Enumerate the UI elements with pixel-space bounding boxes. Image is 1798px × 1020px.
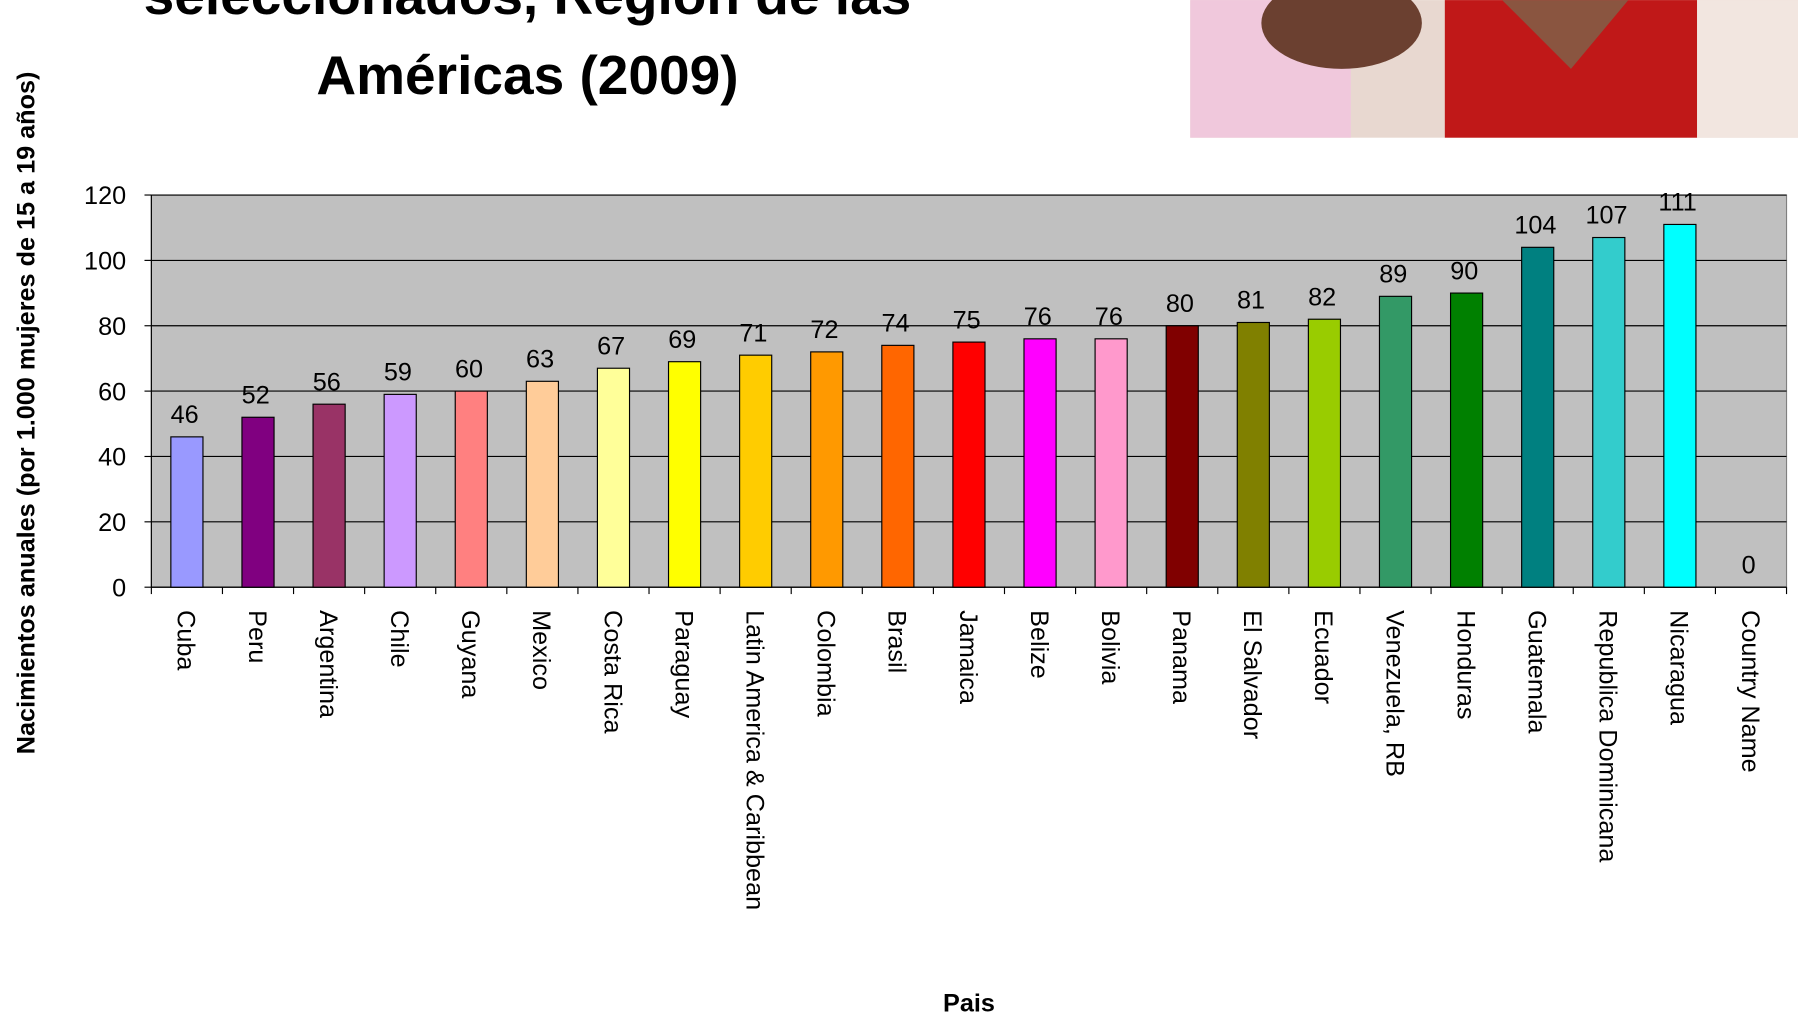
data-label: 74: [882, 310, 910, 338]
data-label: 90: [1450, 257, 1478, 285]
bar: [952, 341, 986, 588]
chart-title: seleccionados, Región de las: [144, 0, 912, 26]
data-label: 81: [1237, 287, 1265, 315]
data-label: 67: [597, 332, 625, 360]
y-tick-label: 120: [84, 182, 126, 210]
y-tick-label: 0: [112, 574, 126, 602]
bar: [1236, 321, 1270, 588]
data-label: 76: [1024, 303, 1052, 331]
y-tick-label: 20: [98, 509, 126, 537]
x-tick-label: Bolivia: [1096, 610, 1124, 685]
bar: [1663, 223, 1697, 588]
y-tick-label: 80: [98, 313, 126, 341]
x-tick-label: Panama: [1167, 610, 1195, 705]
bar: [739, 354, 773, 588]
bar: [1307, 318, 1342, 588]
x-tick-label: Honduras: [1451, 610, 1479, 719]
data-label: 56: [313, 368, 341, 396]
data-label: 60: [455, 355, 483, 383]
x-tick-label: Latin America & Caribbean: [740, 610, 768, 910]
bar: [1592, 236, 1626, 588]
bar: [1094, 338, 1128, 588]
x-tick-label: Paraguay: [669, 610, 697, 718]
x-tick-label: Brasil: [883, 610, 911, 673]
bar: [810, 351, 844, 588]
data-label: 107: [1585, 202, 1627, 230]
x-tick-label: Chile: [385, 610, 413, 667]
x-axis-label: Pais: [943, 989, 995, 1015]
data-label: 111: [1658, 189, 1696, 217]
x-tick-label: Colombia: [812, 610, 840, 718]
x-tick-label: Country Name: [1736, 610, 1764, 773]
data-label: 89: [1379, 261, 1407, 289]
y-tick-label: 40: [98, 444, 126, 472]
x-tick-label: Jamaica: [954, 610, 982, 705]
bar: [170, 436, 204, 588]
x-tick-label: Republica Dominicana: [1594, 610, 1622, 863]
data-label: 46: [171, 401, 199, 429]
bar: [1521, 246, 1555, 588]
bar: [596, 367, 631, 588]
x-tick-label: Guyana: [456, 610, 484, 699]
data-label: 80: [1166, 290, 1194, 318]
x-tick-label: Guatemala: [1523, 610, 1551, 734]
photo: [1190, 0, 1798, 138]
data-label: 82: [1308, 283, 1336, 311]
x-tick-label: Mexico: [527, 610, 555, 690]
y-axis-label: Nacimientos anuales (por 1.000 mujeres d…: [12, 72, 40, 755]
y-tick-label: 100: [84, 248, 126, 276]
data-label: 59: [384, 359, 412, 387]
bar: [241, 416, 275, 588]
bar: [1378, 295, 1413, 588]
x-tick-label: Venezuela, RB: [1380, 610, 1408, 777]
bar: [667, 361, 702, 588]
x-tick-label: Ecuador: [1309, 610, 1337, 704]
bar: [454, 390, 488, 588]
data-label: 0: [1742, 551, 1756, 579]
x-tick-label: Peru: [243, 610, 271, 663]
x-tick-label: Nicaragua: [1665, 610, 1693, 726]
bar: [881, 344, 915, 588]
chart-title: Américas (2009): [316, 44, 738, 106]
x-tick-label: El Salvador: [1238, 610, 1266, 739]
x-tick-label: Costa Rica: [598, 610, 626, 734]
data-label: 75: [953, 306, 981, 334]
bar: [1165, 325, 1199, 588]
data-label: 69: [668, 326, 696, 354]
bar: [1023, 338, 1057, 588]
bar: [525, 380, 560, 588]
bar: [312, 403, 346, 588]
x-tick-label: Belize: [1025, 610, 1053, 679]
bar: [1449, 292, 1484, 588]
data-label: 63: [526, 346, 554, 374]
data-label: 71: [739, 319, 767, 347]
x-tick-label: Cuba: [172, 610, 200, 671]
marks: 0 20 40 60 80 100 120 Cuba 46 Peru 52 Argentina 56 Ch…: [84, 182, 1788, 910]
data-label: 52: [242, 381, 270, 409]
data-label: 76: [1095, 303, 1123, 331]
x-tick-label: Argentina: [314, 610, 342, 719]
y-tick-label: 60: [98, 378, 126, 406]
bar: [383, 393, 417, 588]
data-label: 72: [810, 316, 838, 344]
data-label: 104: [1514, 212, 1556, 240]
